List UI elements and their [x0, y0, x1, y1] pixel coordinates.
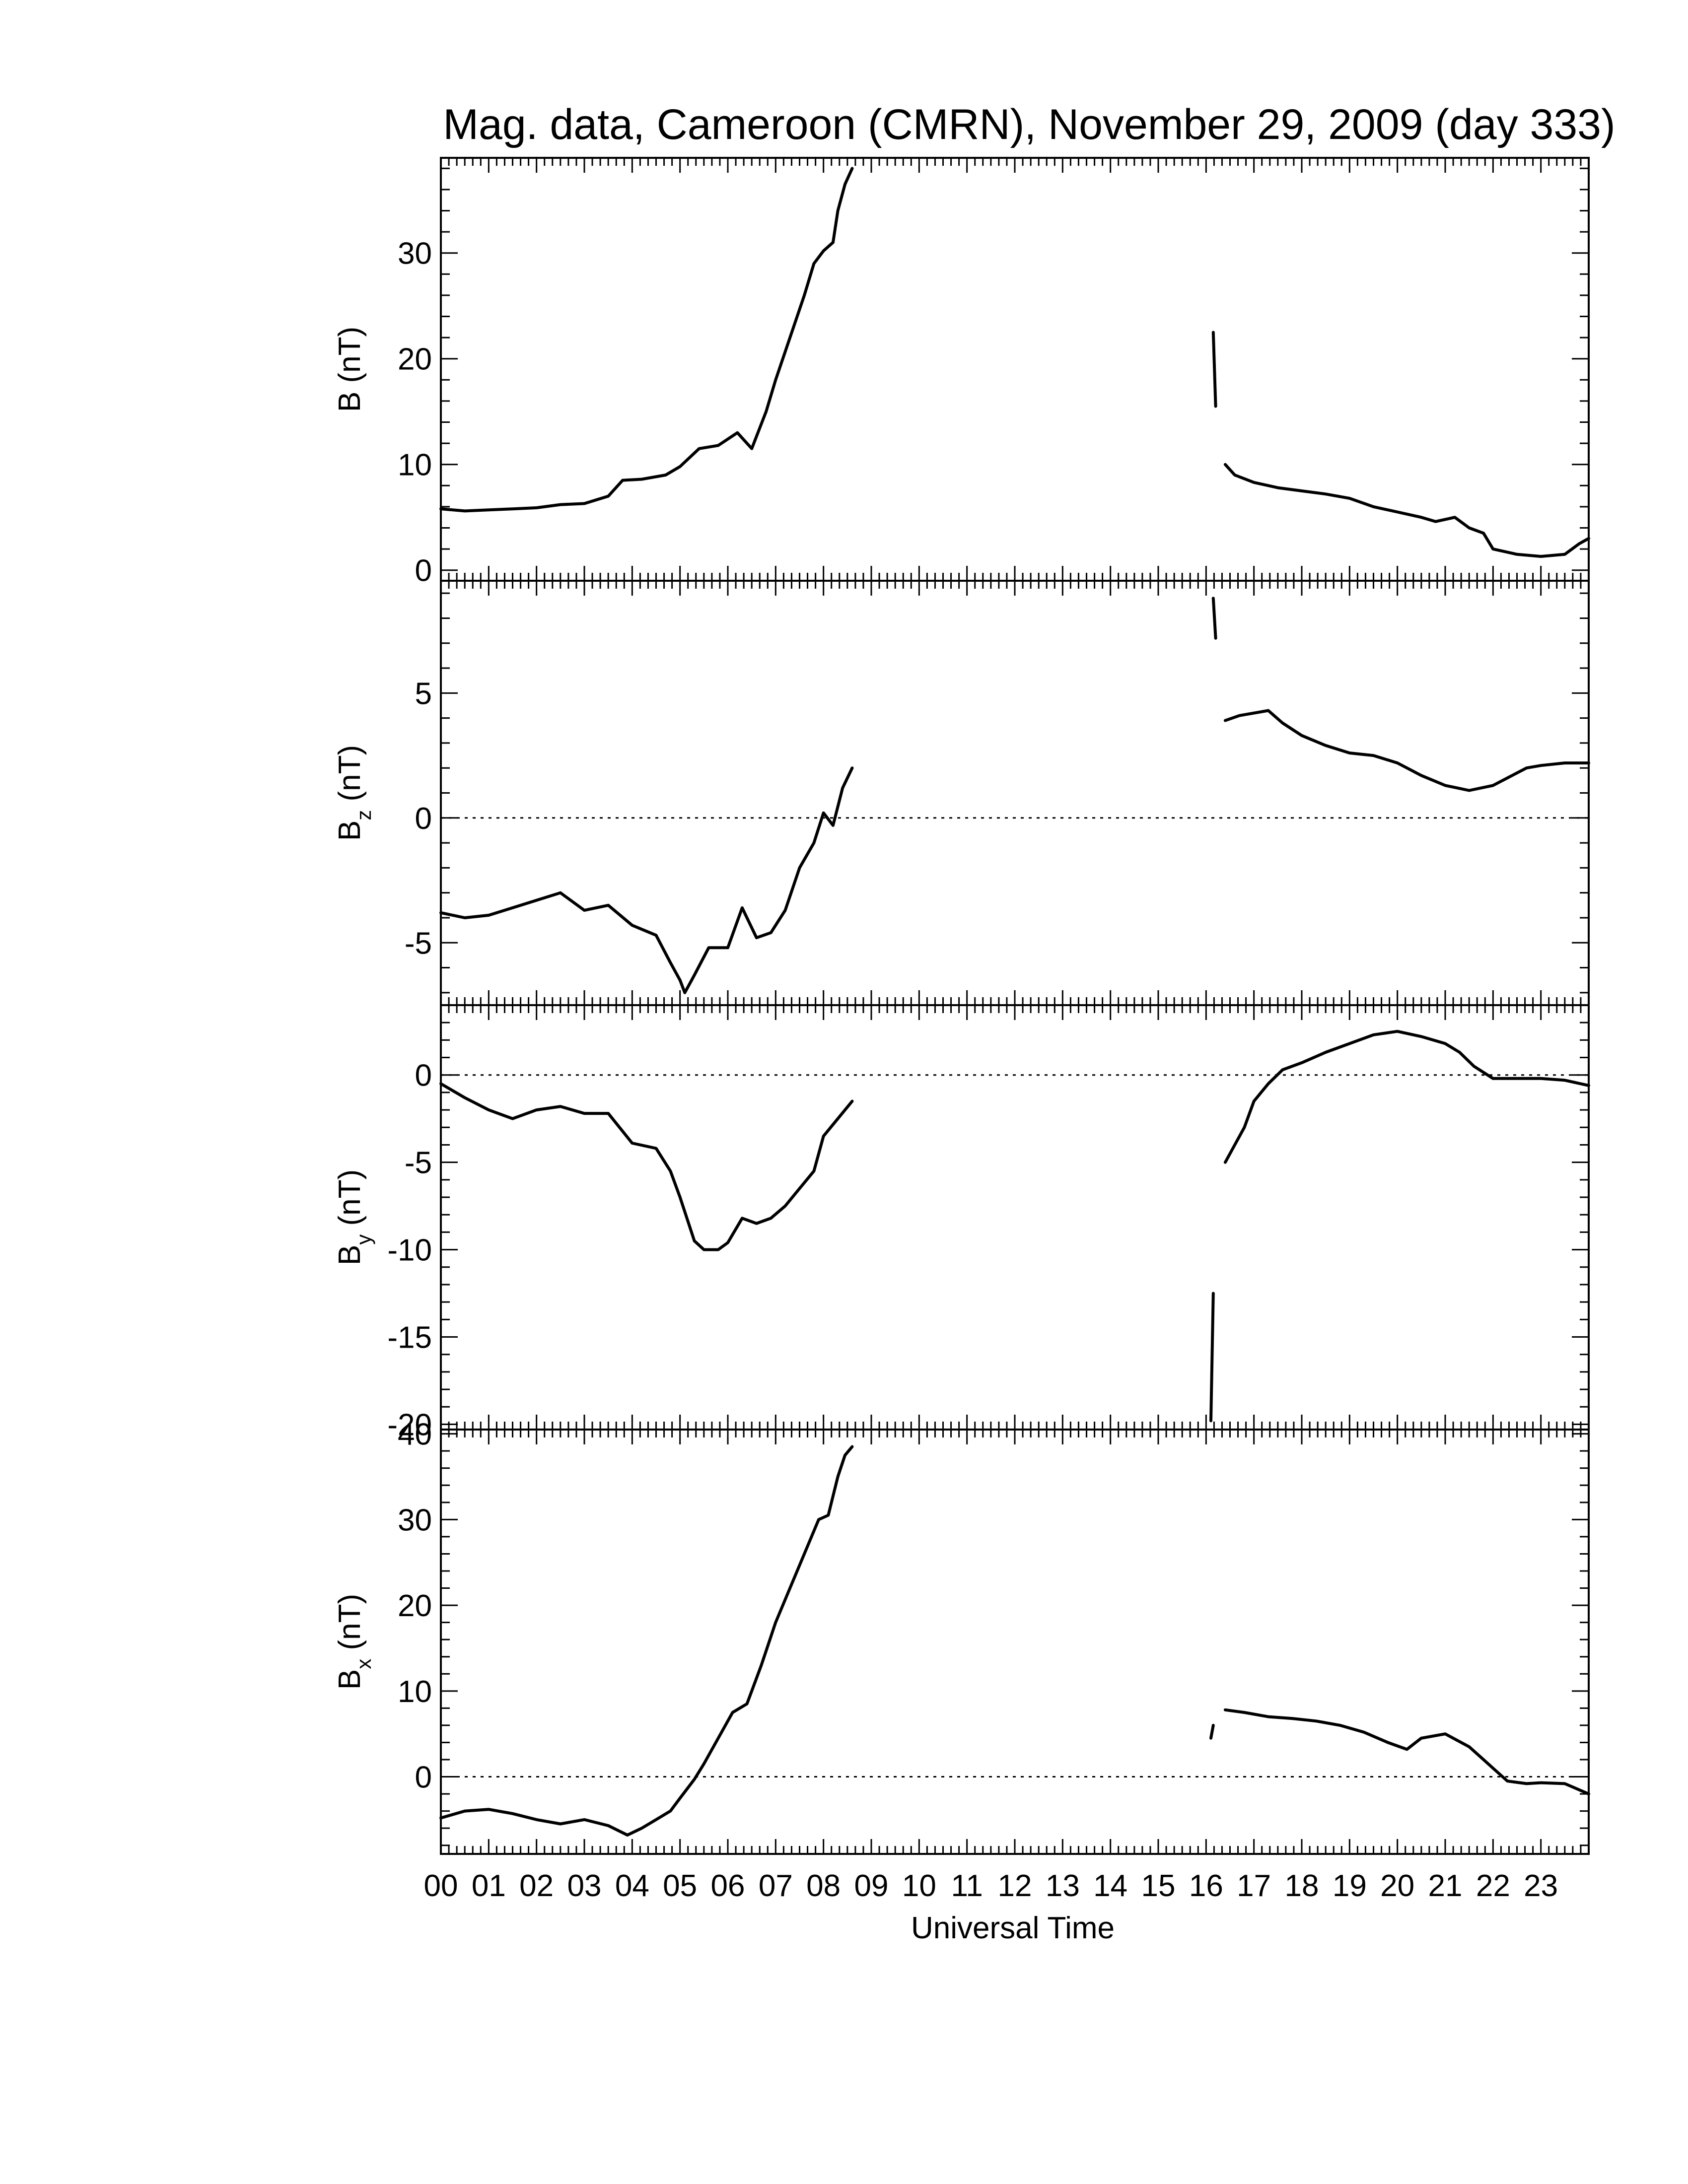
y-axis-label-unit: (nT)	[333, 1169, 367, 1234]
x-tick-label: 04	[615, 1869, 649, 1903]
x-tick-label: 12	[998, 1869, 1032, 1903]
y-axis-label-unit: (nT)	[333, 327, 367, 392]
x-tick-label: 01	[472, 1869, 506, 1903]
x-tick-label: 23	[1524, 1869, 1558, 1903]
x-tick-label: 00	[424, 1869, 458, 1903]
series-line-segment-3	[1223, 1029, 1590, 1164]
x-tick-label: 02	[519, 1869, 554, 1903]
y-axis-label-unit: (nT)	[333, 1594, 367, 1659]
y-tick-label: 10	[398, 1675, 432, 1709]
y-tick-label: 0	[415, 1761, 432, 1795]
panel-frame	[440, 1429, 1590, 1855]
y-tick-label: -5	[405, 926, 432, 960]
series-line-segment-3	[1223, 709, 1590, 792]
series-line-segment-1	[439, 766, 854, 994]
panel-frame	[440, 1004, 1590, 1431]
y-tick-label: 20	[398, 342, 432, 377]
x-tick-label: 18	[1285, 1869, 1319, 1903]
panel-4: 0 10 20 30 40 Bx (nT)	[333, 1418, 1590, 1855]
y-axis-label-unit: (nT)	[333, 745, 367, 810]
y-axis-label-main: B	[333, 1245, 367, 1265]
series-line-segment-2	[1211, 597, 1217, 640]
y-tick-label: 20	[398, 1589, 432, 1623]
x-tick-label: 22	[1476, 1869, 1510, 1903]
series-line-segment-3	[1223, 463, 1590, 558]
y-tick-label: -15	[387, 1321, 432, 1355]
x-tick-label: 21	[1428, 1869, 1463, 1903]
x-tick-label: 09	[854, 1869, 889, 1903]
y-axis-label-subscript: y	[352, 1234, 375, 1245]
y-tick-label: 0	[415, 802, 432, 836]
x-tick-label: 16	[1189, 1869, 1223, 1903]
series-line-segment-2	[1209, 1292, 1215, 1423]
x-tick-label: 05	[663, 1869, 697, 1903]
x-tick-label: 20	[1380, 1869, 1414, 1903]
series-line-segment-1	[439, 1082, 854, 1251]
y-tick-label: -20	[387, 1408, 432, 1442]
series-line-segment-3	[1223, 1708, 1590, 1796]
y-axis-label: Bz (nT)	[333, 745, 375, 841]
x-axis-label: Universal Time	[911, 1911, 1115, 1945]
y-tick-label: -5	[405, 1146, 432, 1180]
y-tick-label: 5	[415, 677, 432, 711]
y-axis-label-subscript: x	[352, 1659, 375, 1669]
x-tick-label: 11	[951, 1869, 983, 1903]
x-tick-label: 17	[1237, 1869, 1271, 1903]
series-line-segment-2	[1211, 331, 1217, 408]
y-tick-label: 10	[398, 448, 432, 482]
chart-title: Mag. data, Cameroon (CMRN), November 29,…	[443, 101, 1615, 148]
y-tick-label: 40	[398, 1418, 432, 1452]
y-axis-label-main: B	[333, 392, 367, 412]
panel-1: 0 10 20 30 B (nT)	[333, 157, 1590, 588]
x-tick-label: 15	[1141, 1869, 1176, 1903]
y-axis-label: By (nT)	[333, 1169, 375, 1265]
y-axis-label-main: B	[333, 820, 367, 841]
x-tick-label: 08	[806, 1869, 841, 1903]
y-tick-label: 30	[398, 237, 432, 271]
series-line-segment-1	[439, 167, 854, 513]
series-line-segment-2	[1209, 1723, 1215, 1740]
y-tick-label: 0	[415, 554, 432, 588]
x-tick-label: 14	[1093, 1869, 1127, 1903]
series-line-segment-1	[439, 1445, 854, 1837]
y-tick-label: 30	[398, 1503, 432, 1537]
y-axis-label-subscript: z	[352, 810, 375, 820]
y-tick-label: -10	[387, 1233, 432, 1268]
x-tick-label: 19	[1333, 1869, 1367, 1903]
panel-3: -20 -15 -10 -5 0 By (nT)	[333, 1004, 1590, 1442]
panel-2: -5 0 5 Bz (nT)	[333, 580, 1590, 1006]
x-tick-label: 06	[711, 1869, 745, 1903]
y-axis-label: Bx (nT)	[333, 1594, 375, 1690]
x-tick-label: 13	[1046, 1869, 1080, 1903]
x-tick-label: 03	[567, 1869, 602, 1903]
x-tick-label: 07	[759, 1869, 793, 1903]
panel-frame	[440, 580, 1590, 1006]
y-axis-label-main: B	[333, 1669, 367, 1690]
x-tick-label: 10	[902, 1869, 936, 1903]
y-tick-label: 0	[415, 1059, 432, 1093]
y-axis-label: B (nT)	[333, 327, 367, 412]
